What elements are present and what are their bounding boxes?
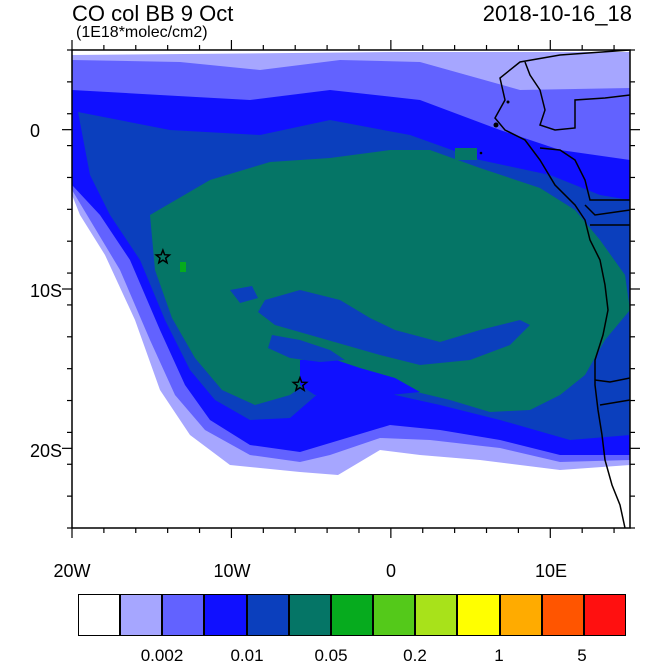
co-field: [72, 50, 630, 528]
borders: [524, 61, 630, 406]
island: [493, 122, 499, 128]
tick-marks: [62, 40, 640, 538]
colorbar-swatch: [246, 594, 289, 636]
colorbar-swatch: [78, 594, 121, 636]
x-tick-label: 10E: [535, 561, 567, 581]
star-marker: [291, 375, 309, 393]
map-title: CO col BB 9 Oct: [72, 1, 234, 26]
colorbar-label: 5: [577, 646, 587, 665]
contour-hole-2: [230, 286, 258, 303]
colorbar-label: 0.2: [403, 646, 427, 665]
island: [506, 100, 510, 104]
contour-hole-4: [268, 335, 345, 362]
island: [479, 151, 483, 155]
colorbar-swatch: [499, 594, 542, 636]
contour-patch-1: [180, 262, 186, 272]
markers: [154, 247, 309, 393]
star-marker: [154, 247, 172, 265]
colorbar-swatch: [373, 594, 416, 636]
x-tick-label: 20W: [53, 561, 90, 581]
colorbar-swatch: [204, 594, 247, 636]
colorbar-swatch: [162, 594, 205, 636]
colorbar-swatch: [541, 594, 584, 636]
colorbar-label: 1: [494, 646, 504, 665]
y-tick-label: 10S: [30, 281, 62, 301]
colorbar-label: 0.002: [140, 646, 184, 665]
colorbar-swatch: [415, 594, 458, 636]
units-label: (1E18*molec/cm2): [76, 24, 208, 41]
contour-hole-3: [300, 358, 420, 396]
colorbar-swatch: [288, 594, 331, 636]
contour-patch-2: [455, 148, 477, 160]
x-tick-label: 10W: [213, 561, 250, 581]
y-tick-label: 20S: [30, 441, 62, 461]
colorbar-swatch: [120, 594, 163, 636]
colorbar-swatch: [330, 594, 374, 636]
y-tick-label: 0: [30, 121, 40, 141]
colorbar-label: 0.05: [314, 646, 348, 665]
coastline: [494, 50, 630, 528]
colorbar-swatch: [457, 594, 500, 636]
colorbar-swatch: [583, 594, 626, 636]
colorbar-label: 0.01: [230, 646, 264, 665]
timestamp-label: 2018-10-16_18: [482, 1, 632, 26]
contour-hole-1: [258, 290, 530, 365]
x-tick-label: 0: [386, 561, 396, 581]
colorbar: [78, 594, 626, 636]
